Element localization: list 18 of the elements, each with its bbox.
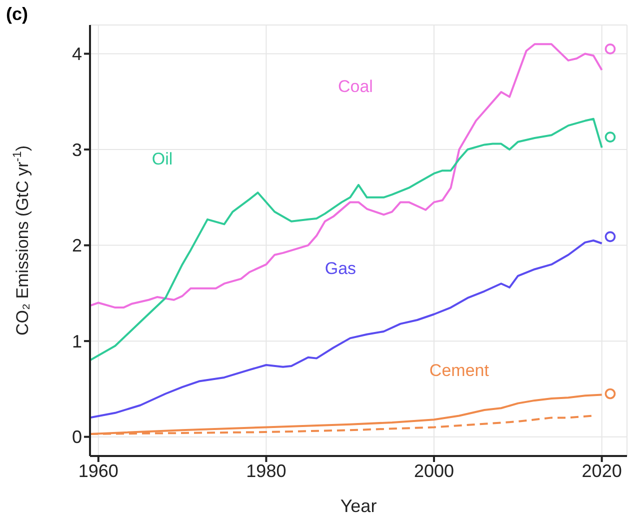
x-tick-label: 2020 <box>582 460 622 481</box>
line-series <box>90 43 603 309</box>
x-tick-label: 1960 <box>78 460 118 481</box>
line-series <box>90 240 603 419</box>
y-tick-label: 4 <box>72 44 82 64</box>
y-tick-label: 2 <box>72 236 82 256</box>
line-series <box>90 118 603 362</box>
text: Oil <box>152 149 173 168</box>
text: (c) <box>6 4 28 25</box>
y-tick-label: 1 <box>72 331 82 352</box>
x-tick-label: 1980 <box>246 460 286 481</box>
series-label: Cement <box>429 360 490 380</box>
text: Gas <box>324 258 356 278</box>
x-axis-title: Year <box>340 496 377 516</box>
y-tick-label: 3 <box>72 140 82 160</box>
y-tick-label: 0 <box>72 427 82 448</box>
text: Coal <box>338 77 373 96</box>
x-tick-label: 2000 <box>414 460 454 481</box>
